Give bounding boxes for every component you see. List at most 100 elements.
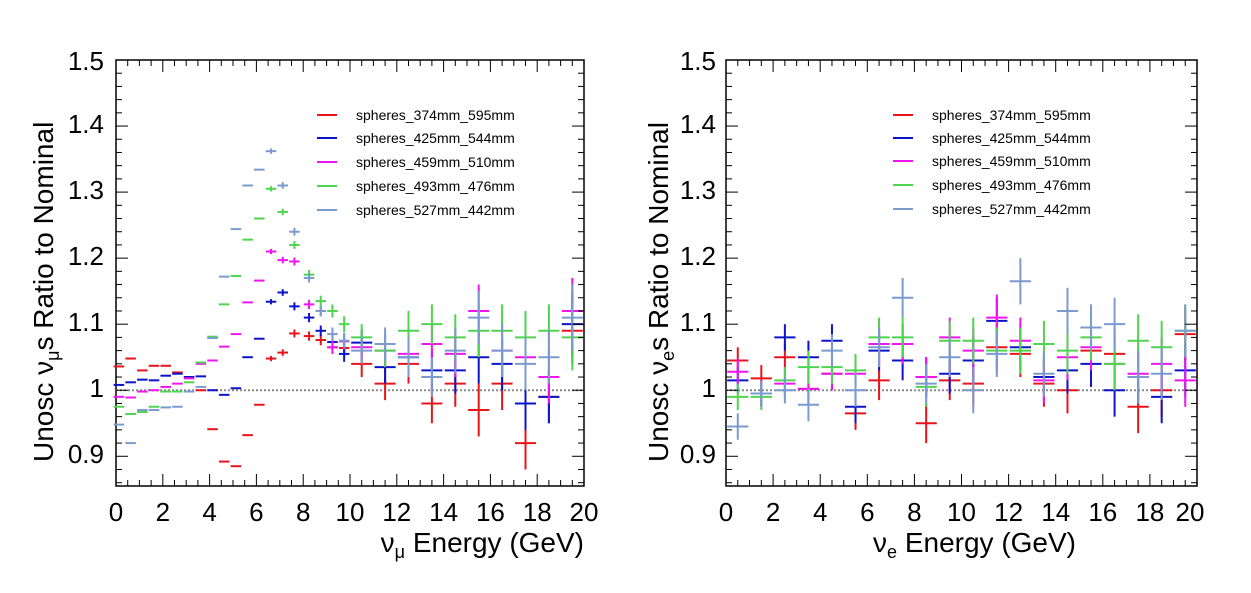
nue-point-4-3 (797, 388, 820, 422)
nue-point-4-10 (962, 367, 984, 414)
nue-point-4-16 (1103, 297, 1126, 351)
numu-point-4-24 (444, 327, 466, 374)
nue-point-4-8 (915, 363, 937, 404)
numu-point-4-27 (514, 337, 537, 391)
nue-xtick-2: 2 (766, 497, 780, 527)
nue-xtick-4: 4 (813, 497, 827, 527)
nue-xtick-20: 20 (1176, 497, 1205, 527)
nue-xtick-8: 8 (907, 497, 921, 527)
nue-legend-label-2: spheres_459mm_510mm (932, 153, 1091, 169)
numu-data-points (113, 148, 583, 470)
nue-ytick-1.2: 1.2 (680, 241, 716, 271)
numu-xtick-10: 10 (336, 497, 365, 527)
nue-point-4-11 (986, 330, 1008, 378)
numu-point-3-15 (289, 240, 300, 249)
numu-point-1-17 (315, 325, 327, 337)
numu-xtick-2: 2 (156, 497, 170, 527)
numu-point-3-17 (315, 295, 327, 307)
nue-x-axis-title: νe Energy (GeV) (873, 527, 1076, 562)
numu-point-2-16 (303, 299, 315, 309)
numu-legend: spheres_374mm_595mm spheres_425mm_544mm … (317, 107, 515, 218)
nue-point-2-0 (727, 358, 749, 385)
nue-point-1-2 (774, 324, 796, 351)
nue-point-4-4 (821, 334, 843, 368)
nue-point-3-10 (962, 317, 984, 364)
nue-xtick-10: 10 (947, 497, 976, 527)
numu-point-4-15 (289, 227, 300, 236)
numu-point-3-19 (338, 316, 350, 333)
numu-point-4-26 (491, 324, 513, 378)
numu-point-4-16 (303, 273, 315, 283)
nue-point-4-0 (727, 413, 749, 440)
numu-xtick-4: 4 (202, 497, 216, 527)
numu-point-1-14 (277, 289, 288, 296)
numu-panel: 0.9 1 1.1 1.2 1.3 1.4 1.5 0 2 4 6 8 10 1… (28, 46, 598, 562)
nue-legend-label-4: spheres_527mm_442mm (932, 201, 1091, 217)
numu-point-4-14 (277, 182, 288, 189)
numu-point-4-20 (351, 337, 373, 364)
numu-point-3-14 (277, 208, 288, 216)
numu-point-0-16 (303, 331, 315, 341)
numu-point-0-14 (277, 349, 288, 356)
numu-legend-label-4: spheres_527mm_442mm (356, 202, 515, 218)
nue-point-4-7 (892, 277, 914, 318)
nue-xtick-12: 12 (994, 497, 1023, 527)
nue-point-3-14 (1056, 327, 1079, 374)
nue-point-3-3 (797, 350, 820, 384)
numu-axis-ticks (115, 59, 585, 486)
numu-point-0-17 (315, 334, 327, 346)
numu-point-4-28 (538, 330, 560, 384)
numu-point-0-25 (468, 383, 490, 437)
nue-point-4-2 (774, 377, 796, 404)
numu-point-4-22 (397, 337, 420, 378)
nue-ytick-1.3: 1.3 (680, 175, 716, 205)
nue-panel: 0.9 1 1.1 1.2 1.3 1.4 1.5 0 2 4 6 8 10 1… (643, 46, 1204, 562)
nue-xtick-14: 14 (1041, 497, 1070, 527)
numu-point-4-17 (315, 305, 327, 317)
nue-point-4-1 (750, 380, 772, 407)
numu-ytick-1.5: 1.5 (68, 46, 104, 76)
numu-legend-label-0: spheres_374mm_595mm (356, 107, 515, 123)
numu-xtick-0: 0 (109, 497, 123, 527)
numu-point-4-23 (421, 357, 443, 397)
nue-point-4-12 (1009, 258, 1031, 305)
numu-plot-frame (115, 59, 585, 487)
nue-point-4-5 (844, 373, 867, 407)
numu-xtick-14: 14 (429, 497, 458, 527)
nue-legend-label-1: spheres_425mm_544mm (932, 130, 1091, 146)
numu-point-3-18 (327, 304, 338, 318)
nue-point-3-0 (727, 383, 749, 411)
numu-x-tick-labels: 0 2 4 6 8 10 12 14 16 18 20 (109, 497, 599, 527)
numu-point-2-18 (327, 340, 338, 354)
nue-ytick-1: 1 (702, 373, 716, 403)
nue-x-tick-labels: 0 2 4 6 8 10 12 14 16 18 20 (719, 497, 1205, 527)
numu-point-0-13 (265, 355, 277, 362)
numu-point-0-15 (289, 329, 300, 338)
numu-point-2-14 (277, 256, 288, 264)
nue-xtick-6: 6 (860, 497, 874, 527)
numu-point-2-15 (289, 257, 300, 266)
numu-point-4-18 (327, 327, 338, 341)
numu-point-4-21 (374, 327, 396, 361)
nue-plot-frame (725, 59, 1198, 487)
numu-ytick-1.4: 1.4 (68, 109, 104, 139)
numu-xtick-18: 18 (523, 497, 552, 527)
numu-point-3-23 (421, 304, 443, 344)
numu-xtick-12: 12 (382, 497, 411, 527)
numu-legend-label-3: spheres_493mm_476mm (356, 178, 515, 194)
nue-point-3-7 (892, 317, 914, 358)
numu-point-4-29 (561, 284, 583, 351)
nue-data-points (727, 258, 1196, 444)
numu-point-1-16 (303, 312, 315, 323)
numu-xtick-6: 6 (249, 497, 263, 527)
numu-xtick-16: 16 (476, 497, 505, 527)
numu-point-1-13 (265, 299, 277, 305)
numu-ytick-1.1: 1.1 (68, 307, 104, 337)
numu-legend-label-2: spheres_459mm_510mm (356, 154, 515, 170)
nue-point-4-13 (1033, 350, 1055, 397)
nue-legend: spheres_374mm_595mm spheres_425mm_544mm … (893, 107, 1091, 217)
numu-y-axis-title: Unosc νμs Ratio to Nominal (28, 122, 63, 462)
nue-axis-ticks (725, 59, 1198, 486)
numu-y-tick-labels: 0.9 1 1.1 1.2 1.3 1.4 1.5 (68, 46, 104, 469)
